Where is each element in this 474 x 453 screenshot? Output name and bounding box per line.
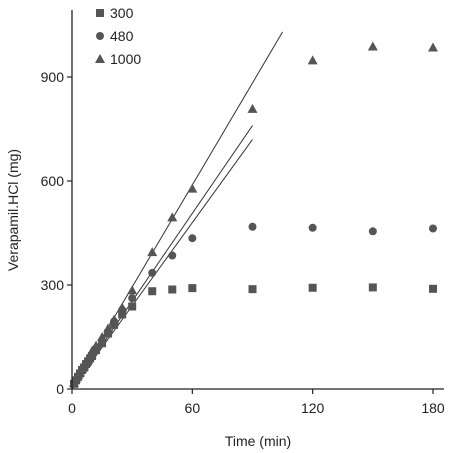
- point-480-15: [128, 294, 137, 303]
- legend-label-480: 480: [110, 28, 134, 44]
- point-480-20: [308, 223, 317, 232]
- fit-line-3: [71, 139, 253, 390]
- x-ticks: 0 60 120 180: [68, 389, 445, 416]
- point-480-21: [368, 227, 377, 236]
- point-300-16: [148, 287, 157, 296]
- point-1000-19: [247, 103, 258, 113]
- point-1000-14: [117, 302, 128, 312]
- point-1000-17: [167, 212, 178, 222]
- legend-marker-300: [96, 9, 104, 17]
- point-1000-9: [87, 345, 98, 355]
- series-1000: [69, 41, 438, 387]
- legend-label-300: 300: [110, 5, 134, 21]
- point-1000-21: [367, 41, 378, 51]
- y-axis-title: Verapamil.HCl (mg): [5, 149, 21, 271]
- legend: 300 480 1000: [95, 5, 141, 67]
- series-480: [70, 222, 437, 388]
- point-1000-10: [91, 340, 102, 350]
- point-300-18: [188, 284, 197, 293]
- point-480-18: [188, 234, 197, 243]
- y-tick-label-0: 0: [56, 381, 64, 397]
- point-1000-20: [307, 55, 318, 65]
- point-300-17: [168, 285, 177, 294]
- x-tick-label-60: 60: [185, 400, 201, 416]
- point-480-19: [248, 222, 257, 231]
- point-1000-11: [97, 332, 108, 341]
- point-300-14: [118, 310, 127, 319]
- legend-marker-1000: [95, 54, 105, 63]
- point-480-17: [168, 251, 177, 260]
- point-300-22: [429, 284, 437, 293]
- x-tick-label-120: 120: [301, 400, 325, 416]
- point-1000-18: [187, 183, 198, 193]
- point-1000-12: [103, 323, 114, 333]
- point-1000-15: [127, 285, 138, 295]
- y-tick-label-300: 300: [41, 277, 65, 293]
- point-300-15: [128, 302, 137, 311]
- x-axis-title: Time (min): [225, 433, 291, 449]
- legend-label-1000: 1000: [110, 51, 141, 67]
- point-480-22: [429, 224, 437, 233]
- legend-marker-480: [96, 32, 104, 40]
- point-1000-13: [109, 314, 120, 324]
- x-tick-label-0: 0: [68, 400, 76, 416]
- point-1000-16: [147, 247, 158, 257]
- x-tick-label-180: 180: [421, 400, 445, 416]
- point-300-20: [308, 283, 317, 292]
- point-300-19: [248, 285, 257, 294]
- point-1000-8: [85, 351, 96, 361]
- y-ticks: 0 300 600 900: [41, 69, 72, 397]
- y-tick-label-600: 600: [41, 173, 65, 189]
- markers: [69, 41, 438, 388]
- point-1000-22: [428, 42, 438, 52]
- point-480-16: [148, 268, 157, 277]
- point-300-21: [368, 283, 377, 292]
- y-tick-label-900: 900: [41, 69, 65, 85]
